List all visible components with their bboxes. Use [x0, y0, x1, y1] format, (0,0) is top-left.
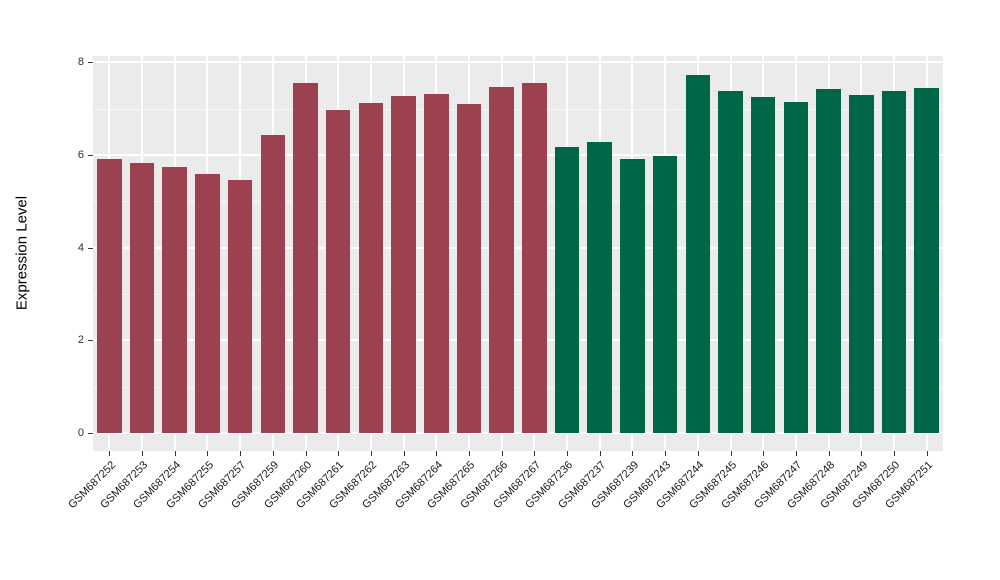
- x-tick-mark: [632, 451, 634, 456]
- bar-GSM687264: [424, 94, 449, 433]
- gridline-minor-h: [93, 386, 943, 388]
- bar-GSM687245: [718, 90, 743, 433]
- gridline-major-h: [93, 432, 943, 434]
- bar-GSM687248: [816, 89, 841, 433]
- bar-GSM687266: [489, 87, 514, 433]
- x-tick-mark: [338, 451, 340, 456]
- bar-GSM687259: [260, 135, 286, 433]
- y-axis-title: Expression Level: [13, 195, 31, 311]
- bar-GSM687249: [849, 94, 874, 433]
- x-tick-mark: [272, 451, 274, 456]
- x-tick-mark: [109, 451, 111, 456]
- gridline-major-h: [93, 339, 943, 342]
- x-tick-mark: [893, 451, 895, 456]
- bar-GSM687236: [554, 146, 580, 433]
- bar-GSM687244: [685, 75, 711, 433]
- bar-GSM687243: [652, 155, 678, 433]
- y-tick-mark: [88, 433, 93, 434]
- x-tick-mark: [828, 451, 830, 456]
- y-tick-label: 4: [77, 241, 84, 254]
- bar-GSM687260: [293, 82, 318, 433]
- x-tick-mark: [697, 451, 699, 456]
- x-tick-mark: [305, 451, 307, 456]
- y-tick-label: 2: [77, 334, 84, 347]
- gridline-minor-h: [93, 108, 943, 110]
- gridline-major-h: [93, 61, 943, 64]
- x-tick-mark: [926, 451, 928, 456]
- bar-GSM687262: [358, 103, 384, 433]
- y-tick-label: 8: [77, 56, 84, 69]
- y-tick-label: 6: [77, 148, 84, 161]
- plot-panel: [93, 56, 943, 451]
- gridline-major-h: [93, 153, 943, 156]
- y-tick-mark: [88, 340, 93, 342]
- bar-GSM687255: [195, 174, 220, 433]
- x-tick-mark: [240, 451, 242, 456]
- y-tick-mark: [88, 247, 93, 249]
- x-tick-mark: [501, 451, 503, 456]
- bar-GSM687246: [750, 97, 776, 433]
- x-tick-mark: [795, 451, 797, 456]
- x-tick-mark: [370, 451, 372, 456]
- x-tick-mark: [403, 451, 405, 456]
- x-tick-mark: [730, 451, 732, 456]
- gridline-minor-h: [93, 201, 943, 203]
- x-tick-mark: [207, 451, 209, 456]
- bar-GSM687250: [881, 90, 907, 433]
- bar-GSM687265: [456, 103, 482, 433]
- x-tick-mark: [567, 451, 569, 456]
- x-tick-mark: [468, 451, 470, 456]
- x-tick-mark: [174, 451, 176, 456]
- x-tick-mark: [861, 451, 863, 456]
- bar-GSM687253: [129, 163, 155, 433]
- x-tick-mark: [534, 451, 536, 456]
- gridline-minor-h: [93, 293, 943, 295]
- x-tick-mark: [436, 451, 438, 456]
- bar-GSM687254: [162, 167, 187, 433]
- bar-GSM687257: [227, 179, 253, 433]
- bar-GSM687237: [587, 141, 612, 433]
- x-tick-mark: [665, 451, 667, 456]
- bar-GSM687239: [620, 158, 645, 433]
- bar-GSM687267: [522, 83, 547, 433]
- x-tick-mark: [142, 451, 144, 456]
- bar-GSM687247: [783, 101, 809, 433]
- x-tick-mark: [599, 451, 601, 456]
- y-tick-mark: [88, 154, 93, 156]
- y-tick-label: 0: [77, 427, 84, 439]
- bar-GSM687252: [97, 158, 122, 433]
- x-tick-mark: [763, 451, 765, 456]
- bar-GSM687263: [391, 95, 416, 433]
- y-tick-mark: [88, 62, 93, 64]
- bar-GSM687261: [325, 109, 351, 433]
- gridline-major-h: [93, 246, 943, 249]
- bar-GSM687251: [914, 88, 939, 433]
